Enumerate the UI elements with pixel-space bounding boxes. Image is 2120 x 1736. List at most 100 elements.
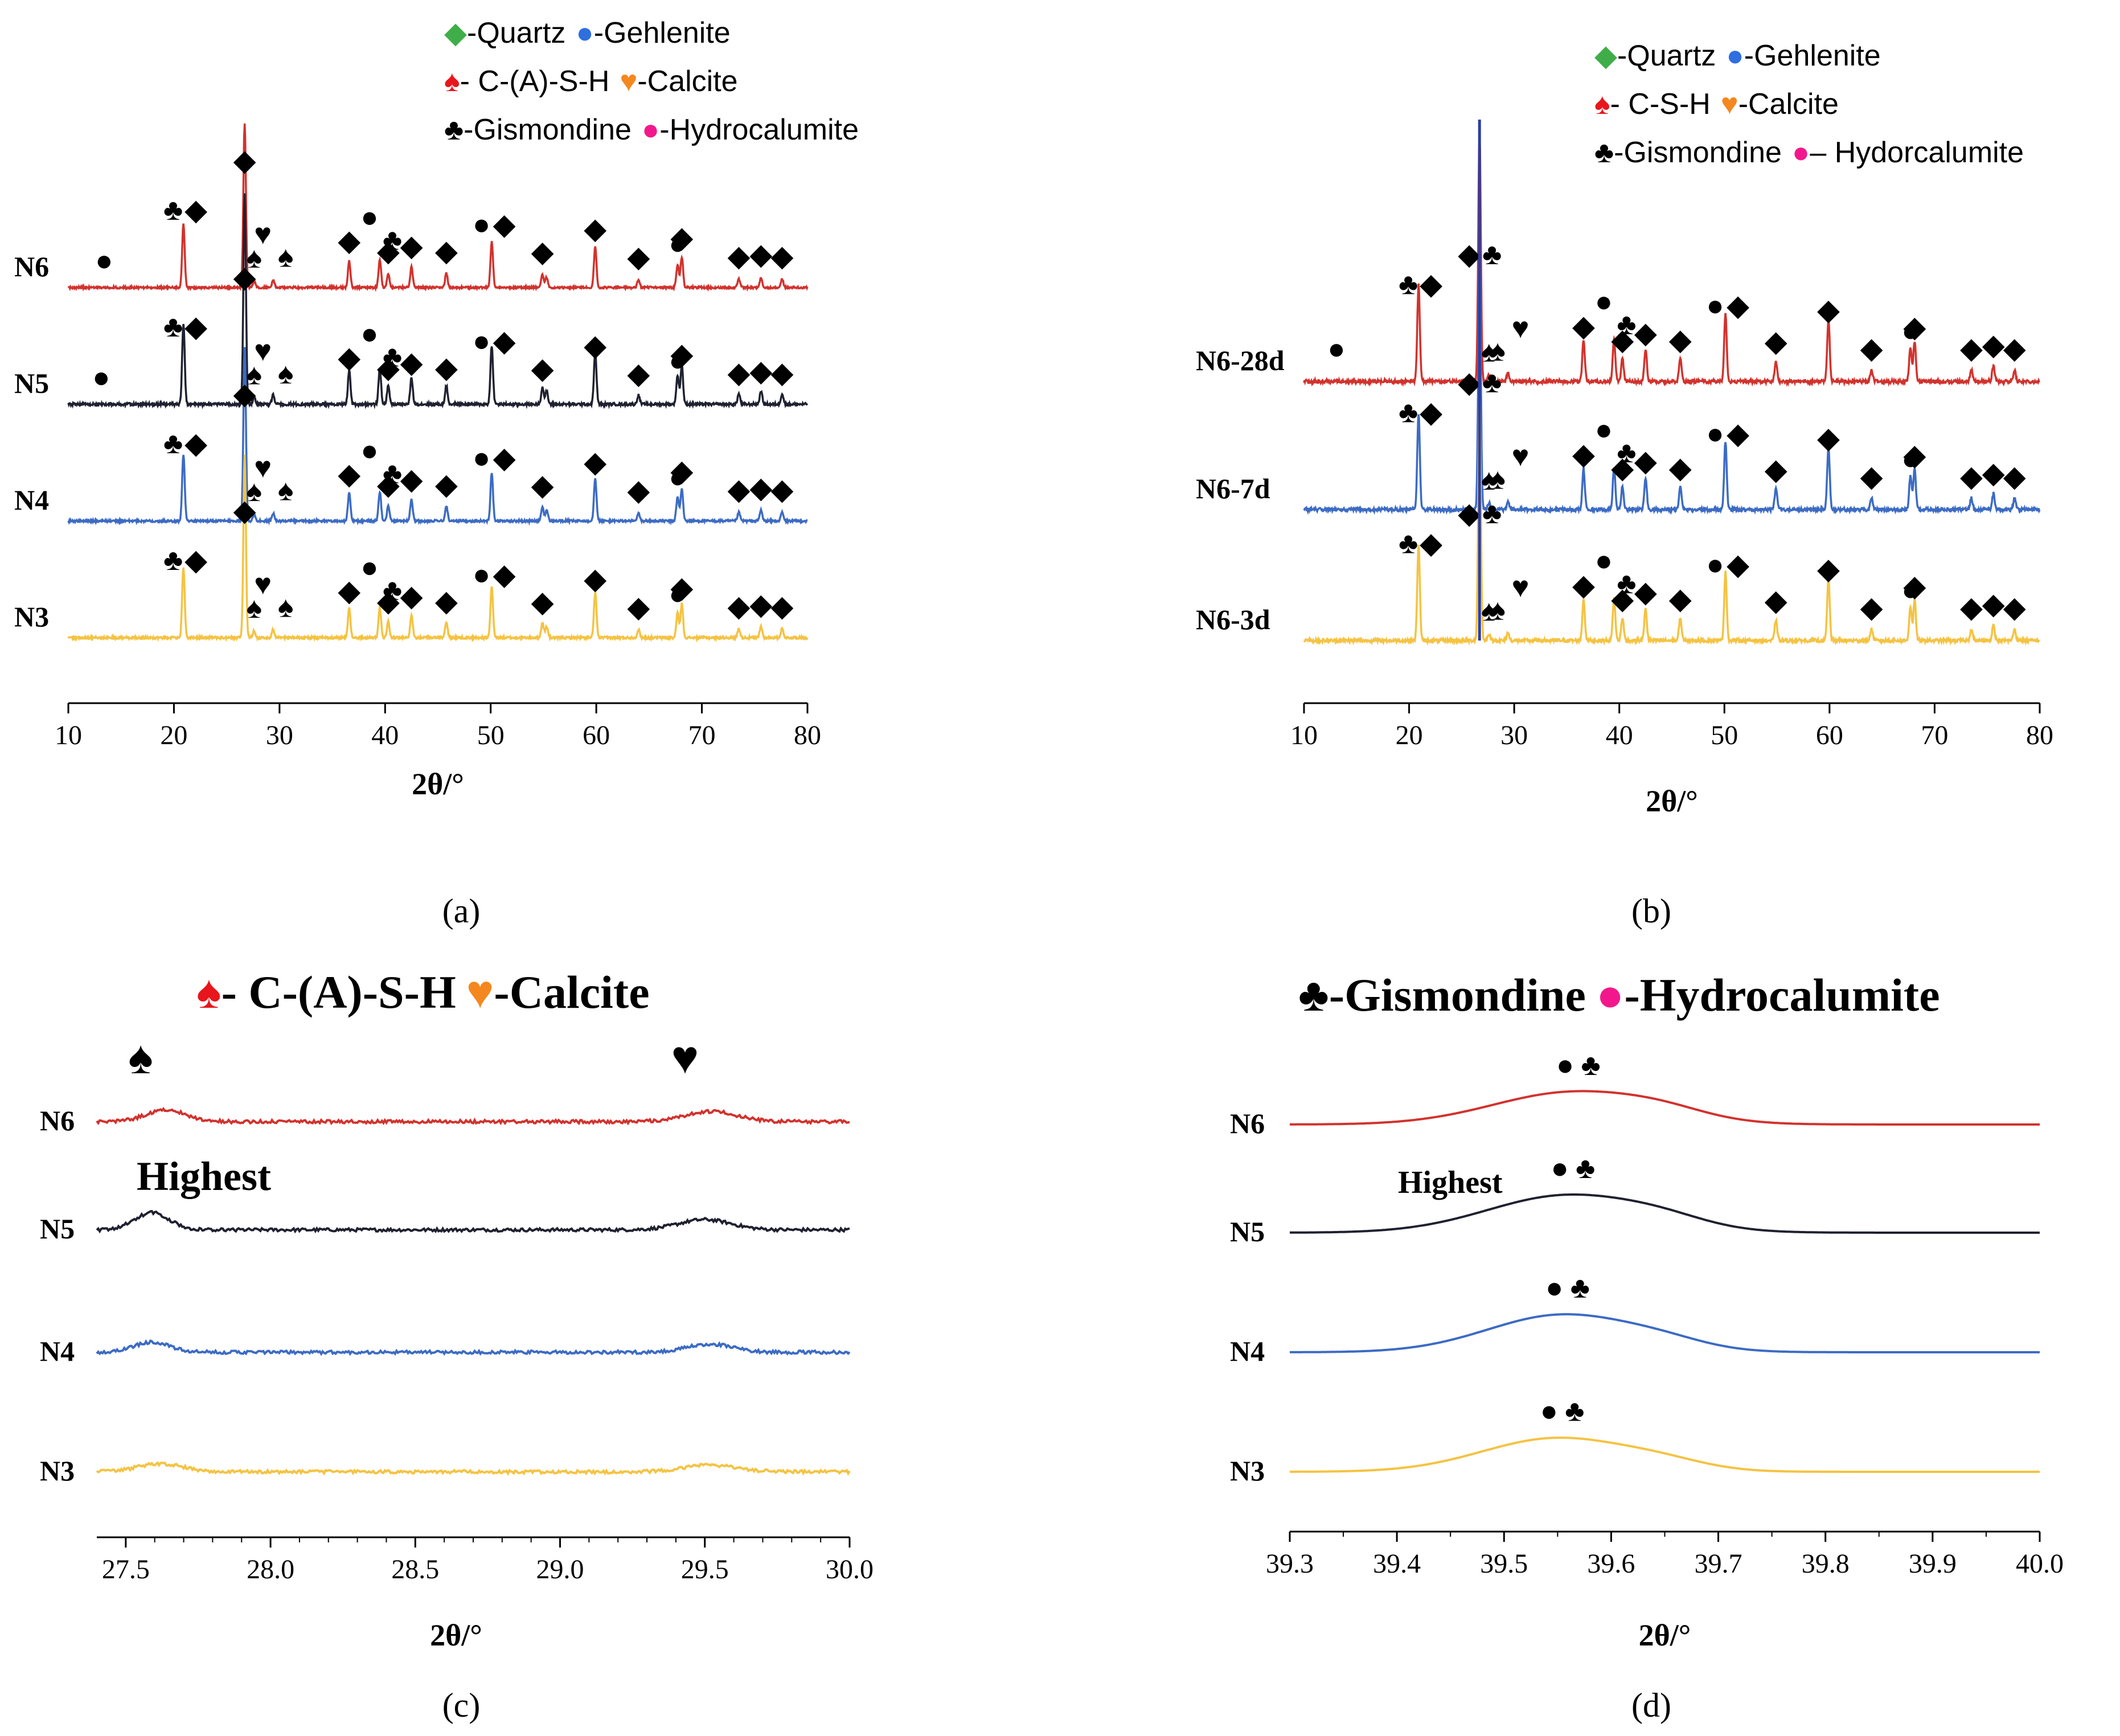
gismondine-marker: ♣ [1482,366,1502,399]
x-tick-label: 60 [1816,720,1843,750]
gehlenite-marker: ● [1901,315,1919,348]
csh-marker: ♠ [1490,335,1506,368]
quartz-marker: ◆ [584,446,606,479]
quartz-marker: ◆ [627,241,650,274]
legend-a-row-3-part-0: ♣ [444,113,464,146]
hydrocalumite-marker: ● [360,551,378,584]
gismondine-marker: ♣ [1565,1395,1584,1428]
csh-marker: ♠ [1490,463,1506,496]
x-tick-label: 39.8 [1802,1549,1850,1579]
x-tick-label: 70 [1921,720,1948,750]
quartz-marker: ◆ [493,325,516,358]
gismondine-marker: ♣ [1570,1271,1590,1304]
legend-d: ♣-Gismondine ●-Hydrocalumite [1298,969,1940,1021]
hydrocalumite-marker: ● [1595,285,1613,318]
legend-b-row-2-part-2: ♥ [1721,88,1738,121]
csh-marker: ♠ [278,474,294,507]
quartz-marker: ◆ [531,236,554,269]
gismondine-marker: ♣ [383,457,402,490]
legend-b-row-2: ♠- C-S-H ♥-Calcite [1594,88,1839,121]
legend-a-row-1-part-0: ◆ [444,17,467,50]
quartz-marker: ◆ [1860,332,1883,365]
series-line-N6-7d [1303,260,2041,515]
series-line-N5 [1290,1193,2040,1234]
quartz-marker: ◆ [1727,548,1749,581]
legend-a-row-2-part-2: ♥ [620,65,637,98]
hydrocalumite-marker: ● [360,434,378,467]
calcite-marker: ♥ [1512,440,1529,473]
quartz-marker: ◆ [1420,396,1442,429]
quartz-marker: ◆ [1458,366,1481,399]
quartz-marker: ◆ [531,469,554,502]
quartz-marker: ◆ [1634,317,1657,350]
calcite-marker: ♥ [671,1032,699,1084]
series-label-N6: N6 [40,1105,75,1136]
gismondine-marker: ♣ [163,194,183,227]
quartz-marker: ◆ [1611,452,1634,485]
quartz-marker: ◆ [627,358,650,391]
quartz-marker: ◆ [2003,591,2026,624]
gehlenite-marker: ● [669,461,686,494]
x-tick-label: 50 [477,720,505,750]
panel-a-xrd-chart: ◆-Quartz ●-Gehlenite♠- C-(A)-S-H ♥-Calcite… [14,17,859,930]
x-tick-label: 60 [583,720,610,750]
quartz-marker: ◆ [1903,570,1926,603]
x-tick-label: 28.0 [247,1554,294,1585]
hydrocalumite-marker: ● [92,361,110,394]
quartz-marker: ◆ [184,544,207,577]
gehlenite-marker: ● [473,559,490,592]
x-tick-label: 39.3 [1266,1549,1314,1579]
quartz-marker: ◆ [627,474,650,507]
gismondine-marker: ♣ [383,574,402,607]
series-line-N3 [1290,1437,2040,1473]
quartz-marker: ◆ [670,221,693,254]
quartz-marker: ◆ [338,574,360,608]
calcite-marker: ♥ [254,568,272,601]
calcite-marker: ♥ [254,335,272,368]
series-label-N4: N4 [14,484,49,516]
legend-d-part-2: ● [1596,969,1625,1021]
quartz-marker: ◆ [1727,289,1749,322]
quartz-marker: ◆ [1669,452,1692,485]
gehlenite-marker: ● [669,344,686,377]
legend-b-row-3-part-0: ♣ [1594,136,1614,169]
x-tick-label: 20 [1396,720,1423,750]
gismondine-marker: ♣ [163,310,183,343]
gismondine-marker: ♣ [163,427,183,460]
legend-b-row-3: ♣-Gismondine ●– Hydorcalumite [1594,136,2024,169]
quartz-marker: ◆ [233,494,256,527]
quartz-marker: ◆ [493,442,516,475]
legend-d-part-1: -Gismondine [1329,969,1586,1021]
series-line-N6 [96,1107,850,1126]
csh-marker: ♠ [128,1032,153,1084]
x-tick-label: 80 [2026,720,2053,750]
series-label-N6: N6 [1230,1107,1265,1139]
gehlenite-marker: ● [669,578,686,611]
x-axis-title: 2θ/° [1639,1618,1691,1652]
legend-c-part-0: ♠ [196,966,222,1018]
series-line-N5 [67,193,809,410]
calcite-marker: ♥ [1512,312,1529,345]
legend-b-row-2-part-1: - C-S-H [1610,88,1711,121]
quartz-marker: ◆ [1572,438,1595,471]
legend-a-row-1-part-1: -Quartz [467,17,565,50]
quartz-marker: ◆ [770,240,793,273]
quartz-marker: ◆ [338,224,360,257]
x-tick-label: 20 [160,720,187,750]
legend-a-row-2-part-0: ♠ [444,65,460,98]
series-line-N6 [67,123,809,292]
x-tick-label: 29.0 [536,1554,584,1585]
annotation-highest: Highest [137,1154,271,1199]
annotation-highest: Highest [1398,1165,1503,1200]
quartz-marker: ◆ [1765,325,1787,358]
quartz-marker: ◆ [749,355,772,388]
x-tick-label: 28.5 [391,1554,439,1585]
quartz-marker: ◆ [1458,238,1481,271]
gismondine-marker: ♣ [1576,1152,1595,1185]
series-label-N3: N3 [40,1455,75,1487]
hydrocalumite-marker: ● [1595,413,1613,446]
csh-marker: ♠ [278,241,294,274]
series-line-N4 [67,347,808,526]
csh-marker: ♠ [247,475,263,508]
hydrocalumite-marker: ● [1540,1395,1558,1428]
